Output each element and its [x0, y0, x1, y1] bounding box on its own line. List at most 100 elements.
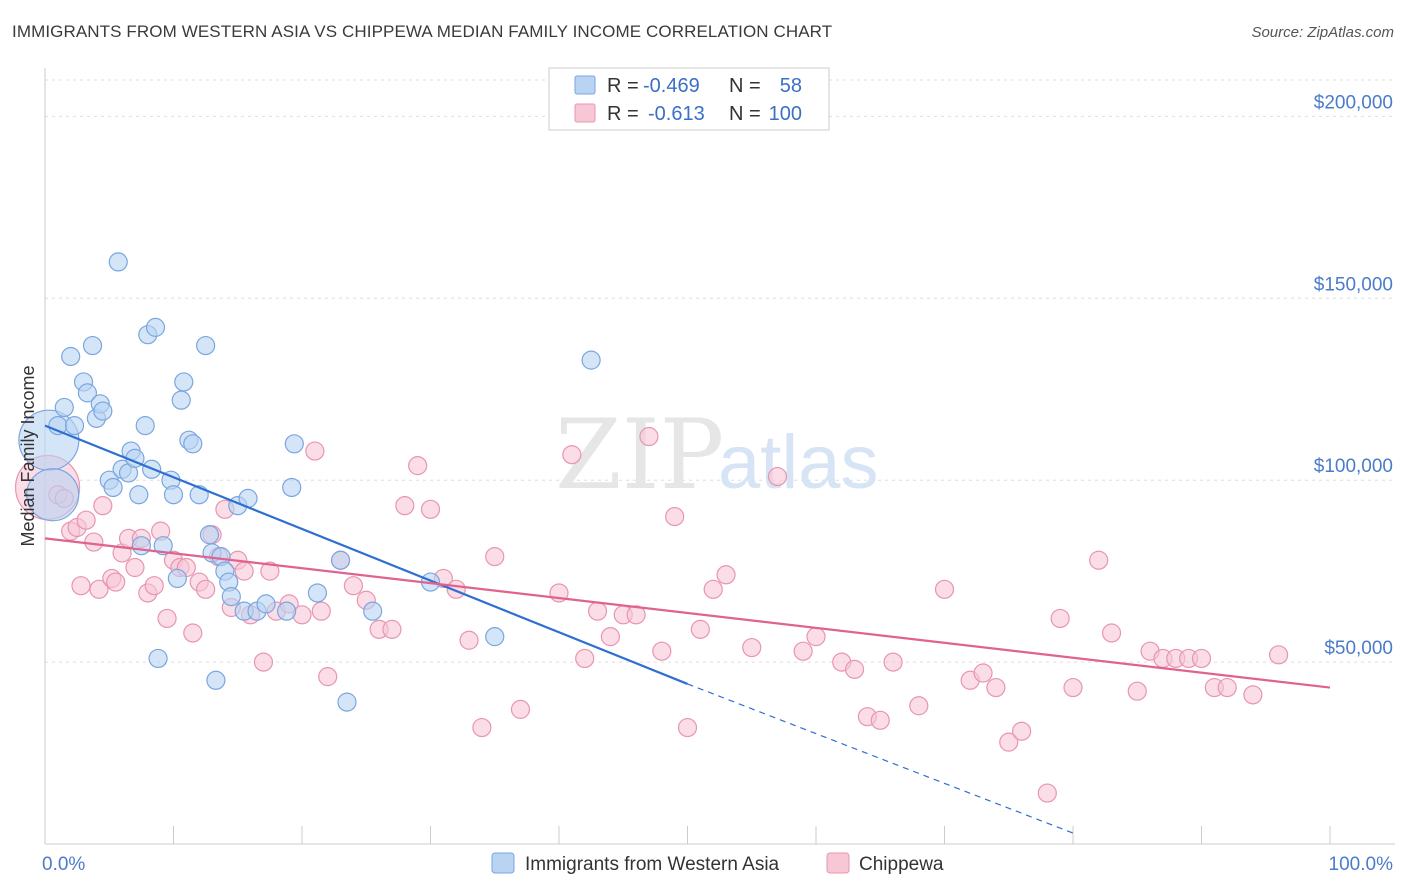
pink-point-97: [1217, 677, 1237, 698]
pink-point-8: [89, 579, 109, 599]
western-asia-points: [18, 252, 601, 712]
pink-point-38: [305, 441, 325, 461]
pink-point-56: [562, 445, 582, 465]
blue-point-29: [171, 390, 191, 410]
series-swatch-chippewa: [826, 852, 850, 874]
blue-point-53: [363, 601, 383, 621]
blue-point-46: [256, 594, 276, 614]
legend-r-value-1: -0.469: [643, 75, 700, 97]
pink-point-46: [395, 496, 415, 516]
blue-point-56: [581, 350, 601, 370]
legend-n-label-1: N =: [729, 75, 761, 97]
pink-point-17: [144, 576, 164, 596]
pink-point-65: [677, 717, 698, 738]
blue-point-37: [206, 670, 226, 690]
pink-point-25: [196, 579, 216, 599]
blue-point-34: [196, 335, 216, 356]
series-swatch-western-asia: [491, 852, 515, 874]
y-tick-labels: $50,000 $100,000 $150,000 $200,000: [1314, 92, 1393, 659]
pink-point-9: [93, 496, 113, 516]
pink-point-99: [1268, 645, 1289, 665]
watermark-atlas: atlas: [718, 420, 879, 505]
pink-point-87: [1063, 677, 1083, 698]
series-label-chippewa: Chippewa: [859, 854, 944, 875]
pink-point-19: [157, 608, 177, 629]
pink-point-70: [767, 466, 788, 487]
pink-point-62: [639, 426, 659, 447]
legend-n-label-2: N =: [729, 103, 761, 125]
blue-point-19: [131, 536, 151, 556]
legend-n-value-1: 58: [780, 75, 802, 97]
y-tick-label-2: $150,000: [1314, 274, 1393, 295]
blue-point-51: [330, 550, 351, 570]
pink-point-68: [716, 565, 736, 585]
legend-swatch-pink: [574, 103, 596, 123]
legend-n-value-2: 100: [769, 103, 802, 125]
pink-point-67: [703, 579, 723, 599]
pink-point-6: [76, 510, 96, 530]
pink-point-14: [125, 557, 145, 578]
pink-point-53: [485, 546, 505, 567]
pink-point-83: [999, 732, 1019, 752]
blue-point-24: [148, 648, 168, 669]
blue-point-55: [485, 627, 505, 647]
blue-point-10: [93, 401, 113, 421]
blue-point-52: [337, 692, 357, 712]
pink-point-98: [1243, 685, 1263, 705]
trend-lines: [44, 424, 1331, 834]
pink-point-42: [343, 576, 363, 596]
blue-point-32: [183, 434, 203, 454]
y-tick-label-3: $200,000: [1314, 92, 1393, 113]
legend-swatch-blue: [574, 75, 596, 95]
blue-point-48: [282, 477, 302, 498]
blue-trend-line: [44, 424, 688, 685]
pink-point-7: [84, 532, 104, 552]
blue-point-23: [145, 317, 166, 337]
pink-point-5: [71, 576, 91, 596]
blue-point-50: [307, 583, 328, 603]
pink-point-34: [260, 561, 280, 581]
blue-point-27: [163, 485, 184, 505]
y-axis-label: Median Family Income: [18, 365, 38, 546]
x-tick-label-end: 100.0%: [1329, 854, 1394, 875]
y-tick-label-1: $100,000: [1314, 456, 1393, 477]
pink-point-89: [1101, 623, 1122, 643]
pink-point-66: [690, 619, 710, 639]
pink-point-54: [510, 699, 531, 719]
chart-title: IMMIGRANTS FROM WESTERN ASIA VS CHIPPEWA…: [12, 22, 833, 41]
pink-point-33: [253, 652, 274, 672]
pink-point-81: [973, 663, 993, 683]
blue-point-7: [82, 335, 103, 356]
legend-r-value-2: -0.613: [648, 103, 705, 125]
pink-point-82: [986, 677, 1006, 698]
x-tick-label-start: 0.0%: [42, 854, 85, 875]
blue-point-6: [77, 383, 98, 403]
blue-point-57: [26, 468, 80, 522]
legend-box: [548, 67, 830, 131]
pink-point-64: [665, 506, 685, 527]
pink-point-74: [844, 659, 865, 679]
blue-point-30: [174, 372, 194, 392]
blue-point-25: [153, 536, 173, 556]
blue-point-18: [129, 485, 149, 505]
pink-point-23: [183, 623, 203, 643]
pink-point-52: [472, 717, 492, 738]
blue-trend-extension: [687, 683, 1074, 834]
series-legend: Immigrants from Western Asia Chippewa: [491, 852, 944, 875]
pink-point-78: [909, 696, 929, 716]
pink-point-95: [1191, 648, 1212, 669]
blue-point-2: [54, 397, 74, 418]
legend-r-label-1: R =: [607, 75, 639, 97]
pink-point-71: [793, 641, 813, 661]
pink-point-88: [1089, 550, 1109, 570]
pink-point-76: [870, 710, 890, 730]
pink-point-58: [587, 601, 608, 621]
pink-point-77: [883, 652, 903, 672]
source-note: Source: ZipAtlas.com: [1251, 24, 1394, 41]
pink-point-86: [1050, 608, 1070, 629]
pink-point-39: [311, 601, 331, 621]
x-tick-labels: 0.0% 100.0%: [42, 854, 1393, 875]
watermark: ZIP atlas: [555, 399, 879, 511]
pink-point-48: [420, 499, 441, 519]
